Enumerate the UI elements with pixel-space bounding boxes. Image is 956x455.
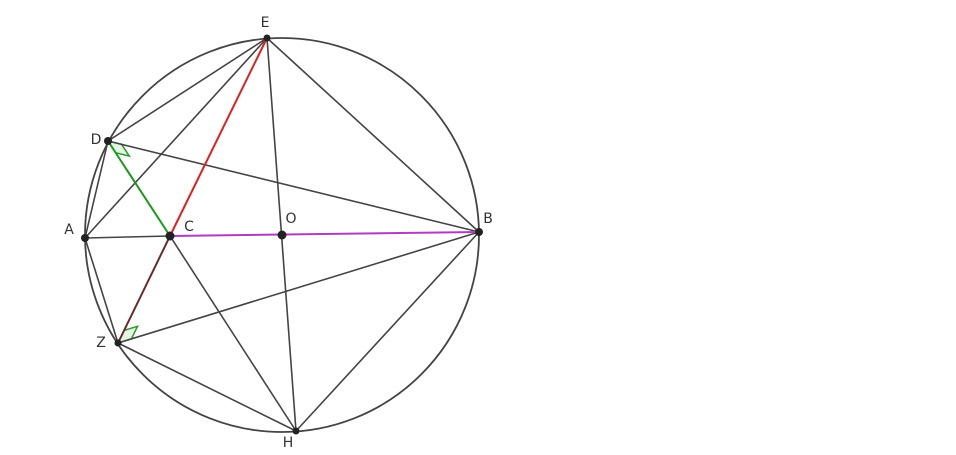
point-label: E — [261, 15, 270, 31]
segment — [295, 231, 480, 432]
segment — [117, 342, 297, 432]
point-label: C — [184, 219, 194, 235]
point-label: D — [91, 132, 102, 148]
point-label: B — [483, 211, 493, 227]
segment — [107, 140, 480, 233]
segment-ce — [169, 37, 268, 237]
segments — [84, 37, 480, 432]
point — [104, 137, 112, 145]
point-label: H — [283, 435, 294, 451]
segment — [107, 37, 268, 142]
point — [165, 231, 175, 241]
segment — [169, 235, 297, 432]
points: E D A C O B Z H — [64, 15, 493, 451]
point — [292, 427, 300, 435]
segment — [84, 237, 119, 344]
point-label: A — [64, 222, 74, 238]
point — [114, 339, 122, 347]
point — [277, 230, 287, 240]
segment — [117, 231, 480, 344]
point-label: Z — [96, 335, 106, 351]
segment-cb — [169, 231, 480, 237]
point — [475, 228, 483, 236]
segment — [266, 37, 480, 233]
segment — [84, 235, 171, 239]
segment-cz — [117, 235, 171, 344]
point-label: O — [285, 211, 296, 227]
segment — [84, 140, 109, 239]
segment-dc — [107, 140, 171, 237]
point — [81, 234, 89, 242]
segment — [84, 37, 268, 239]
point — [263, 34, 271, 42]
